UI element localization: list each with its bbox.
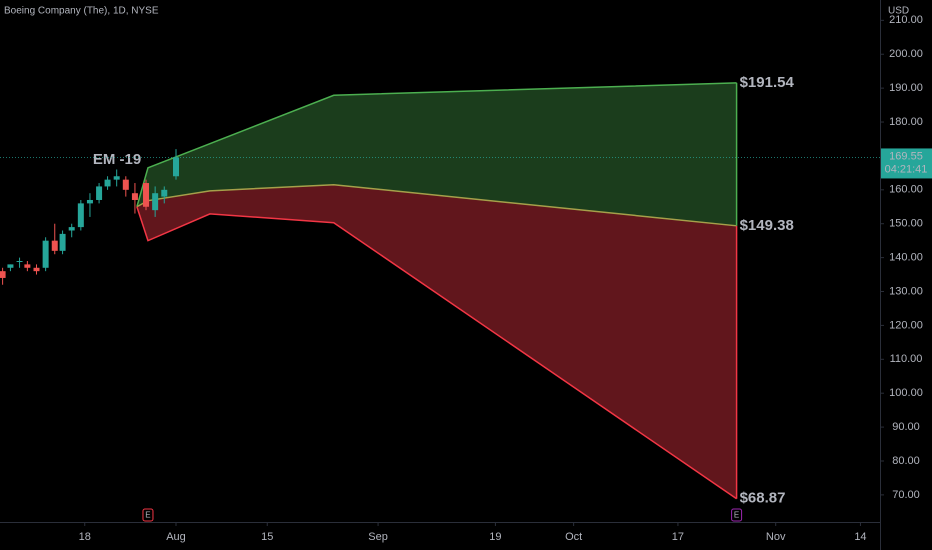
y-tick-label: 210.00 (889, 14, 923, 26)
event-marker (142, 508, 154, 522)
range-label: $191.54 (740, 74, 795, 91)
y-tick-label: 120.00 (889, 319, 923, 331)
x-tick-label: 18 (79, 531, 91, 543)
candle-body (152, 193, 159, 211)
candle-body (16, 261, 23, 262)
y-tick-label: 100.00 (889, 387, 923, 399)
chart-title: Boeing Company (The), 1D, NYSE (4, 6, 159, 17)
event-label: E (145, 511, 150, 520)
x-tick-label: Aug (166, 531, 186, 543)
range-label: $68.87 (740, 490, 786, 507)
y-tick-label: 80.00 (892, 455, 920, 467)
y-tick-label: 200.00 (889, 48, 923, 60)
y-tick-label: 130.00 (889, 285, 923, 297)
candle-body (86, 199, 93, 204)
candle-body (7, 264, 14, 268)
lower-range-area (136, 184, 737, 499)
y-tick-label: 90.00 (892, 421, 920, 433)
y-tick-label: 70.00 (892, 489, 920, 501)
event-label: E (734, 511, 739, 520)
candle-body (42, 240, 49, 268)
y-tick-label: 140.00 (889, 252, 923, 264)
candle-body (96, 186, 103, 200)
upper-range-area (136, 82, 737, 226)
candle-body (143, 183, 150, 207)
candle-body (77, 203, 84, 228)
x-tick-label: 19 (489, 531, 501, 543)
candle-body (104, 179, 111, 187)
x-tick-label: Sep (368, 531, 388, 543)
candle-body (173, 157, 179, 177)
candle-body (33, 267, 40, 272)
upper-range-line (136, 82, 737, 207)
candle-body (68, 227, 75, 231)
event-marker (731, 508, 743, 522)
candle-body (161, 189, 168, 197)
range-label: $149.38 (740, 217, 794, 234)
candle-body (113, 176, 120, 180)
x-tick-label: Nov (766, 531, 786, 543)
currency: USD (888, 6, 909, 17)
x-tick-label: 14 (854, 531, 866, 543)
candle-body (24, 264, 31, 268)
y-tick-label: 110.00 (890, 353, 923, 365)
candle-body (131, 193, 138, 200)
candle-body (51, 240, 58, 251)
last-price-box (881, 148, 932, 179)
y-tick-label: 180.00 (889, 116, 923, 128)
candle-body (59, 233, 66, 251)
y-tick-label: 190.00 (889, 82, 923, 94)
last-price-label: 169.55 (889, 150, 923, 162)
candle-body (122, 179, 129, 190)
annotation: EM -19 (93, 151, 141, 168)
countdown: 04:21:41 (885, 163, 928, 175)
x-tick-label: 17 (672, 531, 684, 543)
y-tick-label: 160.00 (889, 184, 923, 196)
x-tick-label: 15 (261, 531, 273, 543)
lower-range-line (136, 206, 738, 500)
candle-body (0, 271, 6, 278)
x-tick-label: Oct (565, 531, 582, 543)
y-tick-label: 150.00 (889, 218, 923, 230)
